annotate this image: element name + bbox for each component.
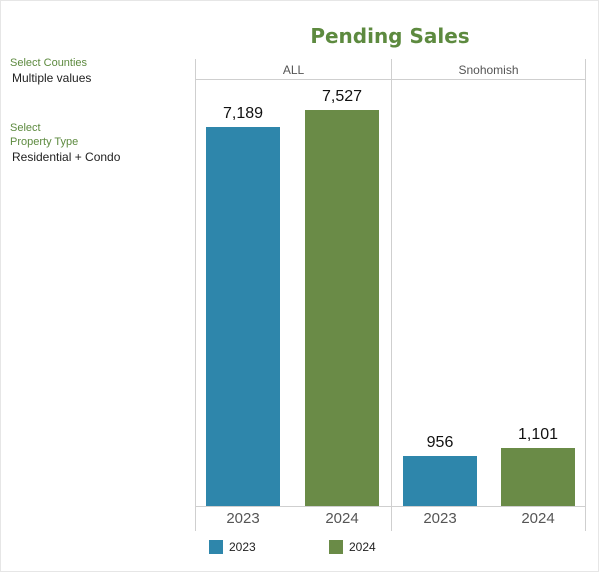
legend-swatch-2024 (329, 540, 343, 554)
chart-left-border (195, 59, 196, 531)
bar-all-2024[interactable] (305, 109, 379, 506)
legend-swatch-2023 (209, 540, 223, 554)
bar-all-2023[interactable] (206, 127, 280, 506)
data-label-snohomish-2023: 956 (426, 433, 454, 451)
data-label-all-2023: 7,189 (222, 105, 264, 123)
bar-snohomish-2024[interactable] (501, 448, 575, 506)
filter-value-property-type[interactable]: Residential + Condo (12, 150, 121, 164)
header-underline (195, 79, 586, 80)
data-label-all-2024: 7,527 (321, 87, 363, 105)
filter-label-counties: Select Counties (10, 57, 88, 69)
chart-right-border (585, 59, 586, 531)
legend-item-2024[interactable]: 2024 (329, 540, 376, 554)
legend-item-2023[interactable]: 2023 (209, 540, 256, 554)
chart-title: Pending Sales (310, 24, 470, 48)
panel-divider (391, 59, 392, 531)
bar-snohomish-2023[interactable] (403, 455, 477, 506)
x-tick-snohomish-2024: 2024 (521, 510, 555, 527)
legend-label-2023: 2023 (229, 540, 256, 554)
x-axis-line (195, 506, 586, 507)
panel-header-snohomish: Snohomish (458, 63, 519, 77)
panel-header-all: ALL (282, 63, 305, 77)
data-label-snohomish-2024: 1,101 (517, 426, 559, 444)
filter-value-counties[interactable]: Multiple values (12, 71, 92, 85)
filter-label-property-type: Select Property Type (10, 122, 79, 148)
legend-label-2024: 2024 (349, 540, 376, 554)
x-tick-snohomish-2023: 2023 (423, 510, 457, 527)
x-tick-all-2024: 2024 (325, 510, 359, 527)
x-tick-all-2023: 2023 (226, 510, 260, 527)
